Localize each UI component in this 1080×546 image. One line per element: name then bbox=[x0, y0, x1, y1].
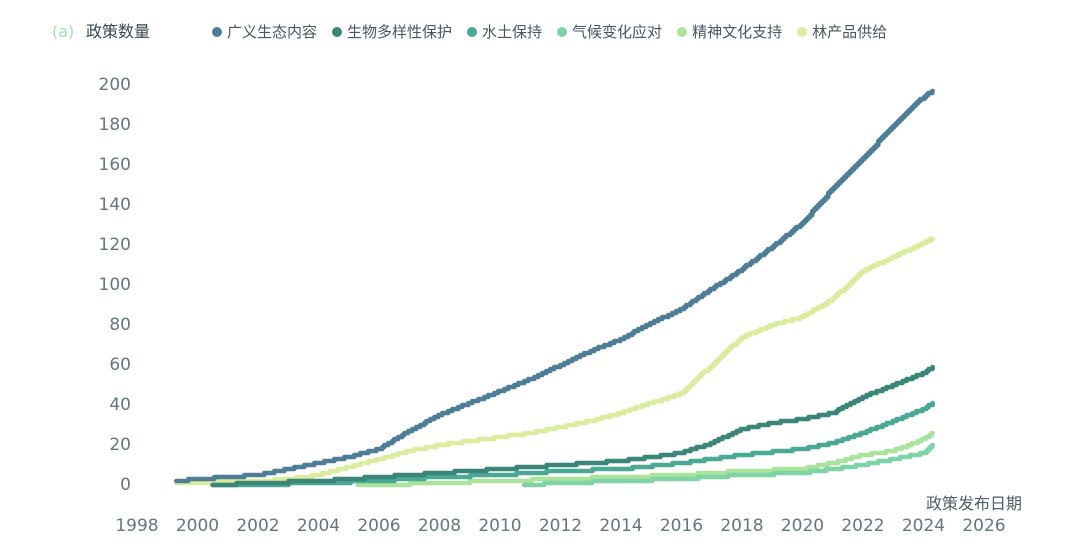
y-tick-label: 40 bbox=[109, 395, 131, 415]
x-tick-label: 2010 bbox=[478, 516, 522, 536]
x-tick-label: 2002 bbox=[236, 516, 280, 536]
y-tick-label: 140 bbox=[98, 195, 131, 215]
x-tick-label: 2008 bbox=[417, 516, 462, 536]
legend-item-4: 气候变化应对 bbox=[557, 20, 662, 44]
y-tick-label: 120 bbox=[98, 235, 131, 255]
legend: 广义生态内容 生物多样性保护 水土保持 气候变化应对 精神文化支持 林产品供给 bbox=[212, 20, 887, 44]
legend-item-2: 生物多样性保护 bbox=[332, 20, 452, 44]
y-tick-label: 160 bbox=[98, 155, 131, 175]
y-tick-label: 0 bbox=[120, 475, 131, 495]
legend-item-5: 精神文化支持 bbox=[677, 20, 782, 44]
legend-item-1: 广义生态内容 bbox=[212, 20, 317, 44]
legend-label: 水土保持 bbox=[482, 23, 543, 41]
legend-label: 广义生态内容 bbox=[227, 23, 318, 41]
series-line-气候变化应对 bbox=[521, 442, 935, 488]
legend-dot-icon bbox=[467, 27, 478, 37]
legend-dot-icon bbox=[797, 27, 808, 37]
x-tick-label: 2022 bbox=[841, 516, 885, 536]
legend-dot-icon bbox=[677, 27, 688, 37]
y-tick-label: 180 bbox=[98, 115, 131, 135]
y-tick-label: 20 bbox=[109, 435, 131, 455]
x-tick-label: 2018 bbox=[720, 516, 764, 536]
y-tick-label: 100 bbox=[98, 275, 131, 295]
legend-dot-icon bbox=[557, 27, 568, 37]
series-line-林产品供给 bbox=[174, 236, 935, 486]
legend-label: 生物多样性保护 bbox=[347, 23, 453, 41]
y-tick-label: 200 bbox=[98, 75, 131, 95]
x-tick-label: 2016 bbox=[659, 516, 704, 536]
y-axis-title: 政策数量 bbox=[86, 22, 151, 41]
series-line-水土保持 bbox=[210, 400, 935, 488]
panel-label: (a) bbox=[52, 22, 75, 41]
legend-item-3: 水土保持 bbox=[467, 20, 542, 44]
y-tick-label: 80 bbox=[109, 315, 131, 335]
legend-dot-icon bbox=[332, 27, 343, 37]
legend-label: 精神文化支持 bbox=[692, 23, 783, 41]
x-tick-label: 2020 bbox=[780, 516, 825, 536]
legend-label: 气候变化应对 bbox=[572, 23, 663, 41]
x-tick-label: 1998 bbox=[115, 516, 159, 536]
y-tick-label: 60 bbox=[109, 355, 131, 375]
x-tick-label: 2006 bbox=[357, 516, 401, 536]
legend-item-6: 林产品供给 bbox=[797, 20, 887, 44]
series-line-广义生态内容 bbox=[174, 88, 935, 484]
x-tick-label: 2024 bbox=[901, 516, 946, 536]
x-tick-label: 2000 bbox=[175, 516, 220, 536]
x-tick-label: 2004 bbox=[296, 516, 341, 536]
legend-label: 林产品供给 bbox=[812, 23, 888, 41]
chart-header: (a) 政策数量 广义生态内容 生物多样性保护 水土保持 气候变化应对 精神文化支持 林产… bbox=[0, 20, 1080, 46]
legend-dot-icon bbox=[212, 27, 222, 37]
series-line-生物多样性保护 bbox=[210, 364, 935, 488]
x-tick-label: 2014 bbox=[599, 516, 643, 536]
series-line-精神文化支持 bbox=[355, 430, 935, 488]
x-tick-label: 2012 bbox=[538, 516, 583, 536]
x-tick-label: 2026 bbox=[962, 516, 1006, 536]
x-axis-title: 政策发布日期 bbox=[925, 494, 1022, 513]
